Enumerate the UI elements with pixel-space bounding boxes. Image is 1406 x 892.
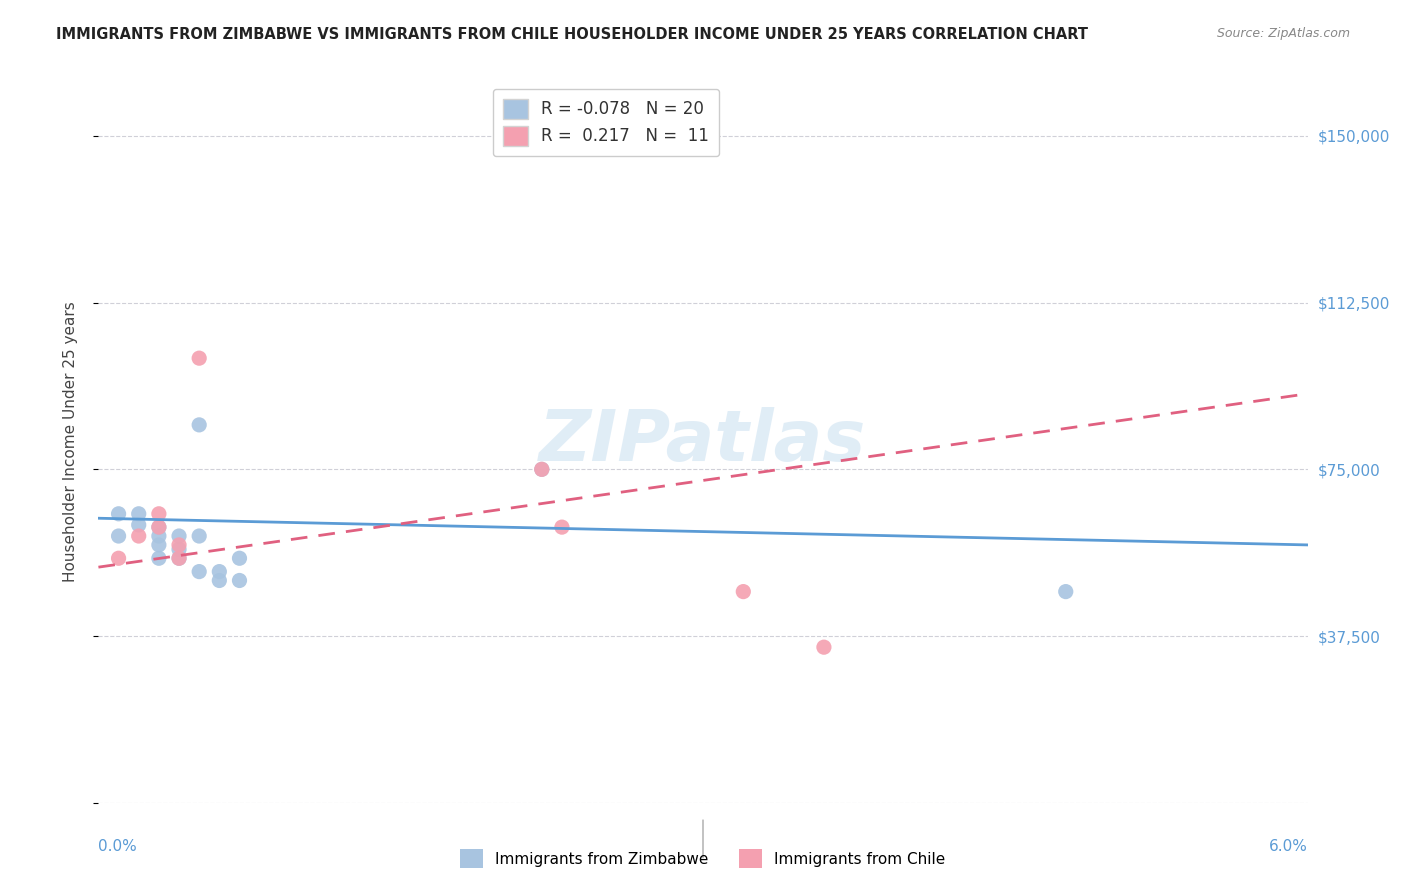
Point: [228, 574, 250, 588]
Point: [107, 529, 129, 543]
Text: 6.0%: 6.0%: [1268, 838, 1308, 854]
Point: [208, 574, 231, 588]
Point: [188, 417, 211, 432]
Point: [128, 507, 150, 521]
Point: [167, 542, 190, 557]
Point: [128, 517, 150, 532]
Point: [107, 551, 129, 566]
Legend: R = -0.078   N = 20, R =  0.217   N =  11: R = -0.078 N = 20, R = 0.217 N = 11: [494, 88, 720, 156]
Point: [188, 351, 211, 366]
Point: [813, 640, 835, 655]
Point: [107, 507, 129, 521]
Point: [1054, 584, 1077, 599]
Point: [148, 538, 170, 552]
Legend: Immigrants from Zimbabwe, Immigrants from Chile: Immigrants from Zimbabwe, Immigrants fro…: [453, 841, 953, 875]
Text: ZIPatlas: ZIPatlas: [540, 407, 866, 476]
Text: Source: ZipAtlas.com: Source: ZipAtlas.com: [1216, 27, 1350, 40]
Point: [228, 551, 250, 566]
Point: [530, 462, 553, 476]
Point: [167, 551, 190, 566]
Point: [208, 565, 231, 579]
Point: [148, 520, 170, 534]
Point: [167, 551, 190, 566]
Point: [551, 520, 574, 534]
Point: [188, 529, 211, 543]
Point: [148, 507, 170, 521]
Text: 0.0%: 0.0%: [98, 838, 138, 854]
Point: [188, 565, 211, 579]
Point: [530, 462, 553, 476]
Text: IMMIGRANTS FROM ZIMBABWE VS IMMIGRANTS FROM CHILE HOUSEHOLDER INCOME UNDER 25 YE: IMMIGRANTS FROM ZIMBABWE VS IMMIGRANTS F…: [56, 27, 1088, 42]
Y-axis label: Householder Income Under 25 years: Householder Income Under 25 years: [63, 301, 77, 582]
Point: [167, 529, 190, 543]
Point: [128, 529, 150, 543]
Point: [148, 529, 170, 543]
Point: [733, 584, 755, 599]
Point: [148, 551, 170, 566]
Point: [148, 520, 170, 534]
Point: [167, 538, 190, 552]
